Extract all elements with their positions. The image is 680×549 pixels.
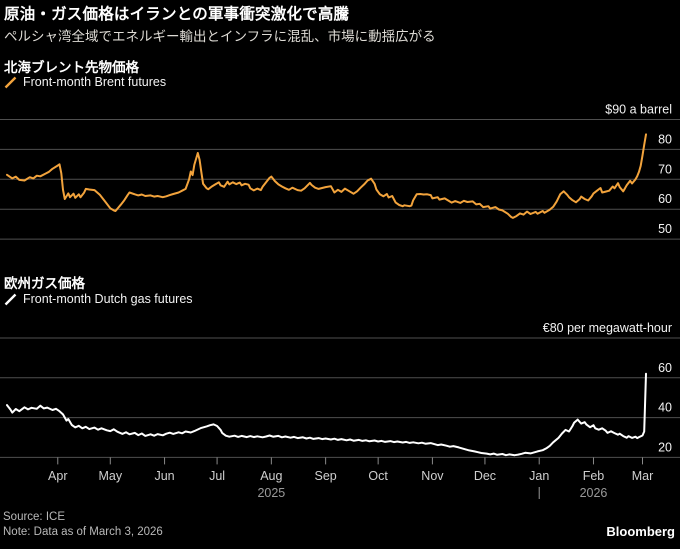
brent-legend: Front-month Brent futures: [4, 75, 166, 89]
gas-chart-title: 欧州ガス価格: [4, 276, 85, 291]
month-label: Oct: [368, 469, 388, 483]
month-label: Dec: [474, 469, 496, 483]
gas-price-line: [6, 372, 647, 457]
month-label: Mar: [632, 469, 654, 483]
y-axis-label: 60: [658, 361, 672, 375]
month-label: Aug: [260, 469, 282, 483]
bloomberg-logo: Bloomberg: [606, 524, 675, 539]
y-axis-label: 80: [658, 132, 672, 146]
brent-chart-title: 北海ブレント先物価格: [4, 60, 139, 75]
y-axis-label: 20: [658, 440, 672, 454]
month-label: Jan: [529, 469, 549, 483]
data-note: Note: Data as of March 3, 2026: [3, 526, 163, 538]
y-axis-label: 40: [658, 401, 672, 415]
y-axis-label: 70: [658, 162, 672, 176]
y-axis-label: $90 a barrel: [605, 103, 672, 117]
year-label: 2025: [257, 486, 285, 500]
month-label: Apr: [48, 469, 67, 483]
y-axis-label: €80 per megawatt-hour: [543, 321, 672, 335]
brent-legend-label: Front-month Brent futures: [23, 75, 167, 89]
gas-legend-label: Front-month Dutch gas futures: [23, 292, 193, 306]
gas-legend-slash-icon: [4, 293, 17, 305]
brent-legend-slash-icon: [4, 76, 17, 88]
year-label: 2026: [580, 486, 608, 500]
gas-legend: Front-month Dutch gas futures: [4, 292, 193, 306]
month-label: Jun: [154, 469, 174, 483]
page-subtitle: ペルシャ湾全域でエネルギー輸出とインフラに混乱、市場に動揺広がる: [4, 29, 436, 44]
month-label: Sep: [314, 469, 336, 483]
y-axis-label: 60: [658, 192, 672, 206]
month-label: Jul: [209, 469, 225, 483]
brent-price-line: [6, 133, 647, 219]
source-note: Source: ICE: [3, 511, 65, 523]
month-label: May: [98, 469, 122, 483]
page-title: 原油・ガス価格はイランとの軍事衝突激化で高騰: [4, 6, 350, 23]
month-label: Feb: [583, 469, 605, 483]
month-label: Nov: [421, 469, 444, 483]
y-axis-label: 50: [658, 222, 672, 236]
